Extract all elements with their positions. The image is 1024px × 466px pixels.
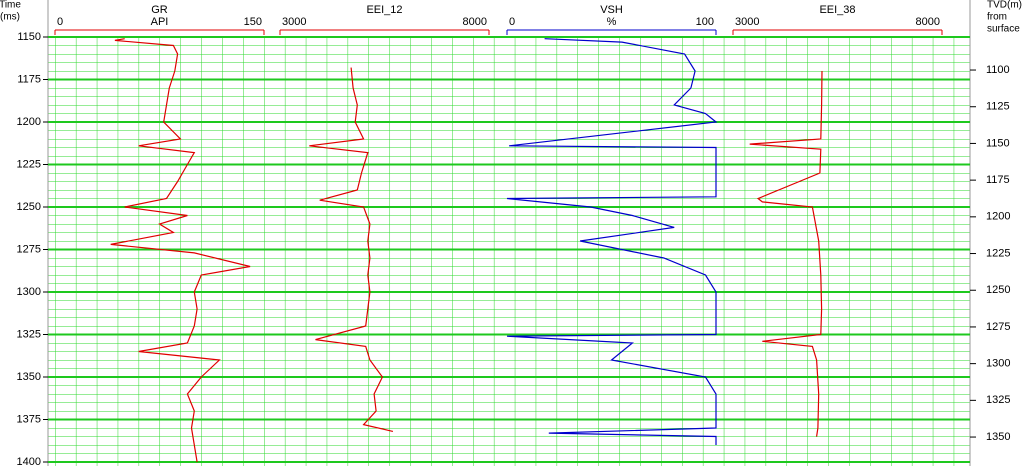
y-axis-label: Time xyxy=(0,0,21,11)
y-axis-label: (ms) xyxy=(0,12,20,23)
y2-tick-label: 1175 xyxy=(986,174,1010,186)
y-tick-label: 1275 xyxy=(17,243,41,255)
y-tick-label: 1400 xyxy=(17,456,41,466)
log-curve xyxy=(110,38,251,463)
y-tick-label: 1325 xyxy=(17,328,41,340)
track-title: EEI_38 xyxy=(819,4,855,16)
y2-tick-label: 1325 xyxy=(986,394,1010,406)
log-curve xyxy=(506,38,718,445)
log-curve xyxy=(749,70,823,437)
y2-tick-label: 1350 xyxy=(986,431,1010,443)
grid-area xyxy=(48,37,970,466)
x-tick-label: 3000 xyxy=(735,16,759,28)
y2-tick-label: 1100 xyxy=(986,64,1010,76)
x-tick-label: 0 xyxy=(57,16,63,28)
y-tick-label: 1350 xyxy=(17,371,41,383)
y2-tick-label: 1250 xyxy=(986,284,1010,296)
y2-axis-label: surface xyxy=(987,24,1020,35)
track-title: VSH xyxy=(600,4,623,16)
x-tick-label: 8000 xyxy=(916,16,940,28)
y2-tick-label: 1200 xyxy=(986,211,1010,223)
y2-axis-label: TVD(m) xyxy=(987,0,1022,11)
track-title: GR xyxy=(151,4,168,16)
y2-tick-label: 1150 xyxy=(986,137,1010,149)
track-unit: API xyxy=(151,16,169,28)
y2-axis-label: from xyxy=(987,12,1007,23)
y2-tick-label: 1300 xyxy=(986,358,1010,370)
y2-tick-label: 1275 xyxy=(986,321,1010,333)
y-tick-label: 1175 xyxy=(17,73,41,85)
x-tick-label: 150 xyxy=(244,16,262,28)
x-tick-label: 100 xyxy=(696,16,714,28)
log-curve xyxy=(309,67,394,432)
x-tick-label: 3000 xyxy=(282,16,306,28)
y-tick-label: 1300 xyxy=(17,286,41,298)
track-unit: % xyxy=(607,16,617,28)
track-title: EEI_12 xyxy=(366,4,402,16)
y2-tick-label: 1125 xyxy=(986,101,1010,113)
y-tick-label: 1150 xyxy=(17,31,41,43)
y-tick-label: 1375 xyxy=(17,413,41,425)
x-tick-label: 0 xyxy=(509,16,515,28)
y-tick-label: 1225 xyxy=(17,158,41,170)
y2-tick-label: 1225 xyxy=(986,247,1010,259)
y-tick-label: 1250 xyxy=(17,201,41,213)
x-tick-label: 8000 xyxy=(463,16,487,28)
y-tick-label: 1200 xyxy=(17,116,41,128)
